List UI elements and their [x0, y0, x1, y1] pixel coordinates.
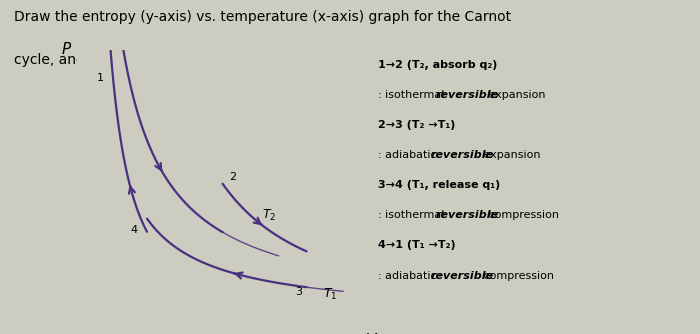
Text: 2: 2 — [229, 172, 236, 182]
Text: 4→1 (T₁ →T₂): 4→1 (T₁ →T₂) — [378, 240, 456, 250]
Text: reversible: reversible — [430, 150, 494, 160]
Text: 1: 1 — [97, 73, 104, 83]
Text: reversible: reversible — [430, 271, 494, 281]
Text: compression: compression — [485, 210, 559, 220]
Text: cycle, and explain it.: cycle, and explain it. — [14, 53, 158, 67]
Text: expansion: expansion — [480, 150, 541, 160]
Text: V: V — [366, 333, 376, 334]
Text: 1→2 (T₂, absorb q₂): 1→2 (T₂, absorb q₂) — [378, 60, 498, 70]
Text: $T_1$: $T_1$ — [323, 287, 338, 302]
Text: : isothermal: : isothermal — [378, 210, 448, 220]
Text: : adiabatic: : adiabatic — [378, 271, 440, 281]
Text: expansion: expansion — [485, 90, 545, 100]
Text: 3: 3 — [295, 287, 302, 297]
Text: : adiabatic: : adiabatic — [378, 150, 440, 160]
Text: 4: 4 — [131, 225, 138, 235]
Text: 3→4 (T₁, release q₁): 3→4 (T₁, release q₁) — [378, 180, 500, 190]
Text: Draw the entropy (y-axis) vs. temperature (x-axis) graph for the Carnot: Draw the entropy (y-axis) vs. temperatur… — [14, 10, 511, 24]
Text: : isothermal: : isothermal — [378, 90, 448, 100]
Text: 2→3 (T₂ →T₁): 2→3 (T₂ →T₁) — [378, 120, 456, 130]
Text: P: P — [61, 42, 71, 57]
Text: reversible: reversible — [435, 210, 498, 220]
Text: compression: compression — [480, 271, 554, 281]
Text: reversible: reversible — [435, 90, 498, 100]
Text: $T_2$: $T_2$ — [262, 208, 276, 223]
